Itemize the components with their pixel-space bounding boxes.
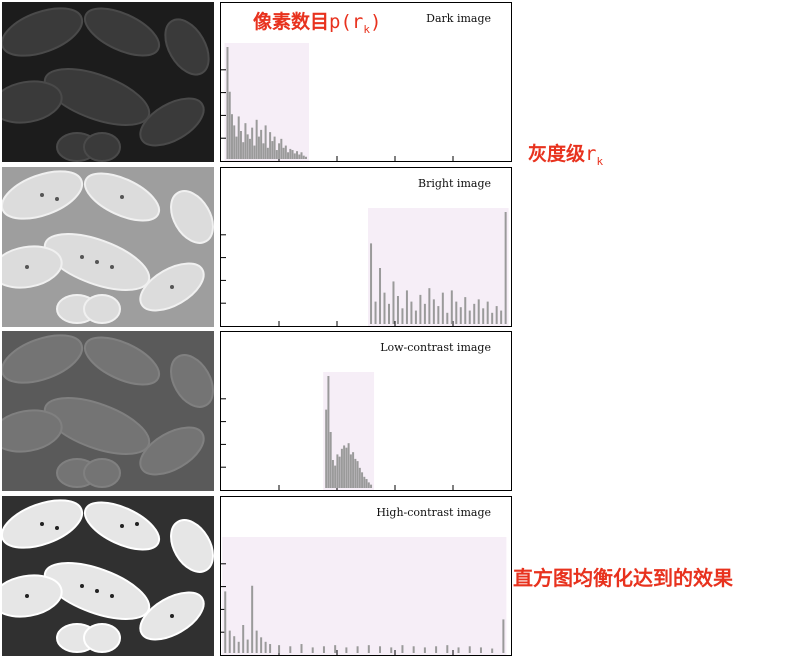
y-annot-cn: 像素数目 (253, 11, 330, 33)
low-contrast-pollen-image (2, 331, 214, 491)
y-annot-sym: p(r (329, 11, 364, 33)
y-annot-sub: k (363, 22, 370, 36)
histogram-range-highlight (222, 537, 507, 655)
histogram-panel-dark: Dark image (220, 2, 512, 162)
histogram-panel-low-contrast: Low-contrast image (220, 331, 512, 491)
y-axis-annotation: 像素数目p(rk) (253, 7, 381, 36)
high-contrast-pollen-image (2, 496, 214, 656)
histogram-panel-high-contrast: High-contrast image (220, 496, 512, 656)
x-annot-sub: k (596, 154, 604, 168)
panel-title-high-contrast: High-contrast image (376, 506, 491, 519)
bright-pollen-image (2, 167, 214, 327)
equalization-effect-annotation: 直方图均衡化达到的效果 (513, 566, 733, 590)
y-annot-close: ) (369, 11, 382, 33)
panel-title-dark: Dark image (426, 12, 491, 25)
x-axis-annotation: 灰度级rk (528, 139, 603, 168)
x-annot-cn: 灰度级 (528, 143, 586, 165)
panel-title-bright: Bright image (418, 177, 491, 190)
histogram-panel-bright: Bright image (220, 167, 512, 327)
dark-pollen-image (2, 2, 214, 162)
x-annot-sym: r (585, 143, 597, 165)
panel-title-low-contrast: Low-contrast image (380, 341, 491, 354)
